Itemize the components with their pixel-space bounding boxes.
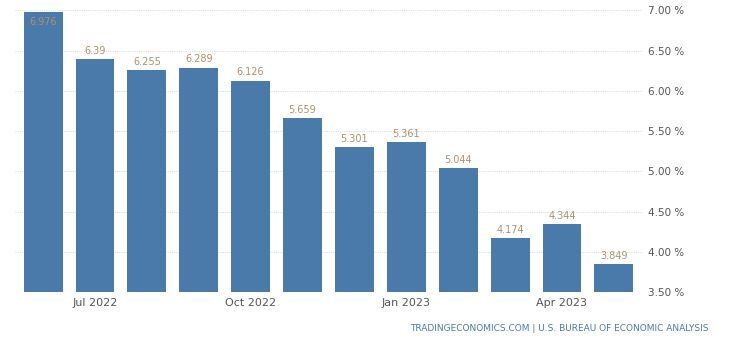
Text: 6.976: 6.976: [29, 17, 57, 27]
Text: 6.39: 6.39: [85, 46, 106, 56]
Text: 5.361: 5.361: [393, 129, 420, 139]
Bar: [76, 59, 115, 340]
Text: 5.301: 5.301: [341, 134, 368, 144]
Text: 6.289: 6.289: [185, 54, 212, 64]
Text: 6.255: 6.255: [133, 57, 161, 67]
Bar: [335, 147, 374, 340]
Text: TRADINGECONOMICS.COM | U.S. BUREAU OF ECONOMIC ANALYSIS: TRADINGECONOMICS.COM | U.S. BUREAU OF EC…: [410, 324, 708, 333]
Text: 4.344: 4.344: [548, 211, 576, 221]
Bar: [439, 168, 477, 340]
Bar: [231, 81, 270, 340]
Bar: [180, 68, 218, 340]
Text: 6.126: 6.126: [237, 67, 264, 78]
Bar: [594, 264, 634, 340]
Text: 3.849: 3.849: [600, 251, 628, 261]
Text: 4.174: 4.174: [496, 225, 524, 235]
Bar: [387, 142, 426, 340]
Text: 5.044: 5.044: [445, 155, 472, 165]
Bar: [491, 238, 529, 340]
Bar: [542, 224, 581, 340]
Bar: [23, 12, 63, 340]
Text: 5.659: 5.659: [288, 105, 316, 115]
Bar: [283, 118, 322, 340]
Bar: [128, 70, 166, 340]
